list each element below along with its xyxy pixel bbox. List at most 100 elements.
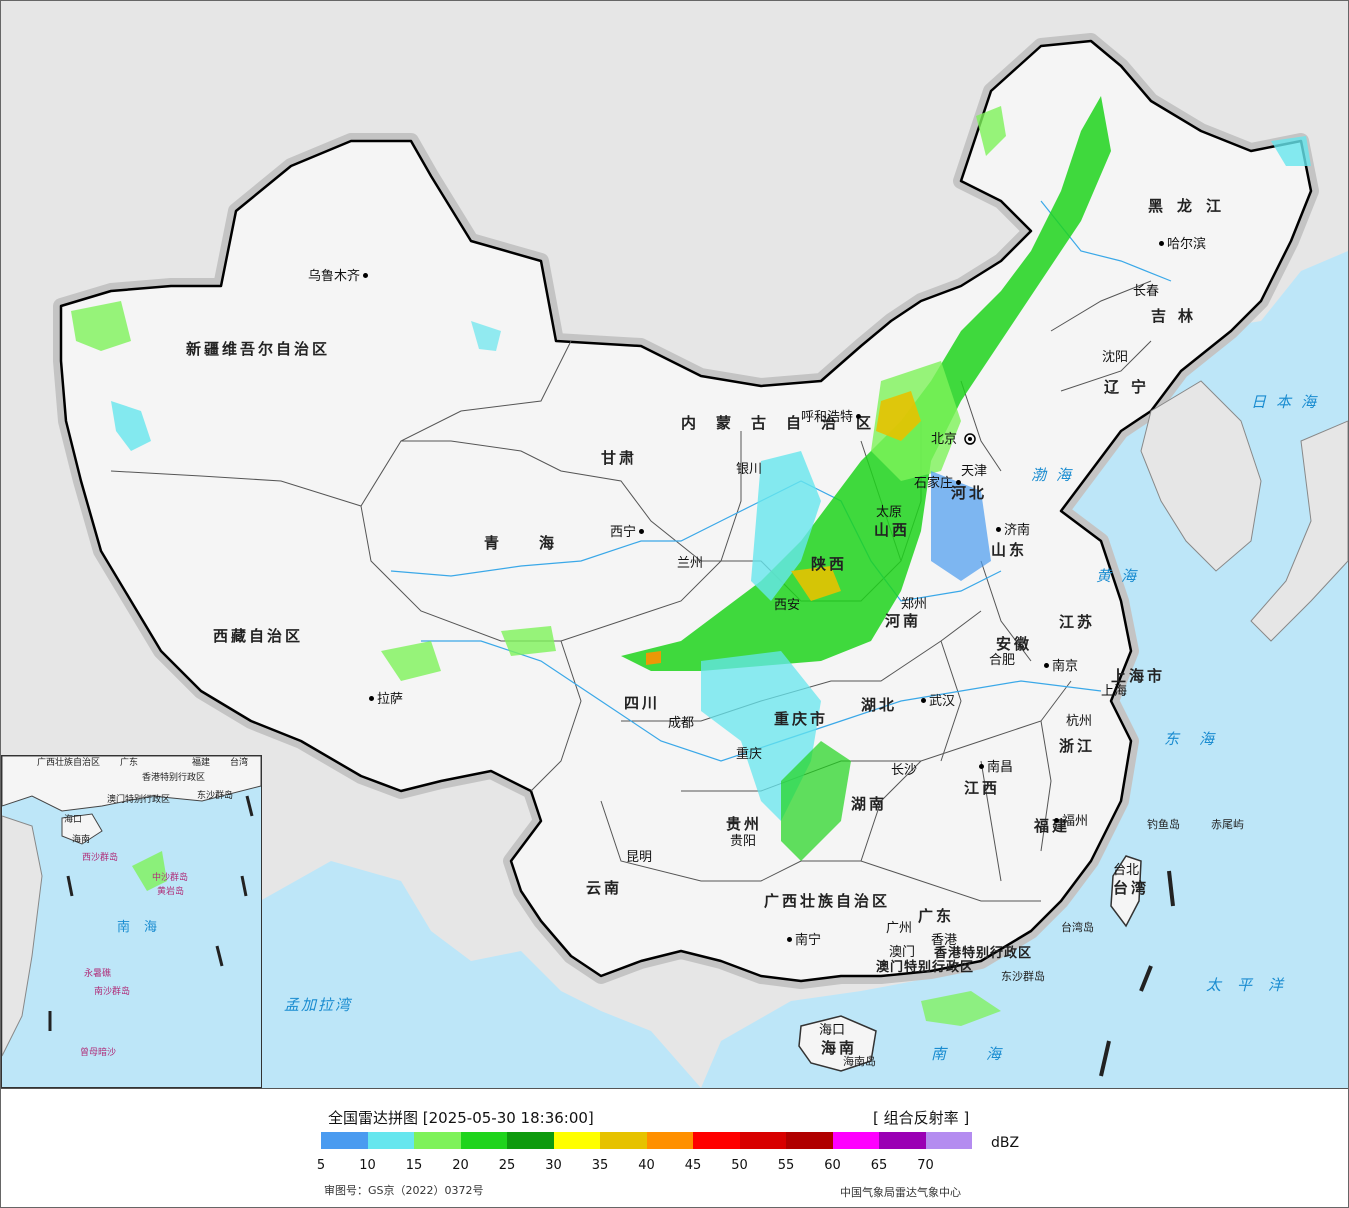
inset-label: 澳门特别行政区 <box>107 795 171 805</box>
province-label: 重庆市 <box>774 710 829 728</box>
china-land <box>59 39 1313 983</box>
color-swatch <box>879 1132 926 1149</box>
city-shijiazhuang: 石家庄 <box>914 477 964 490</box>
inset-label: 曾母暗沙 <box>80 1048 117 1058</box>
city-hefei: 合肥 <box>989 653 1016 668</box>
color-swatch <box>786 1132 833 1149</box>
province-label: 湖北 <box>861 696 898 714</box>
inset-label: 中沙群岛 <box>152 873 189 883</box>
city-changsha: 长沙 <box>891 763 918 778</box>
scale-tick-label: 35 <box>591 1158 609 1173</box>
inset-label: 海口 <box>64 815 83 825</box>
color-swatch <box>553 1132 600 1149</box>
inset-svg <box>2 756 261 1057</box>
city-nanchang: 南昌 <box>976 761 1013 774</box>
scale-tick-label: 20 <box>452 1158 469 1173</box>
scale-tick-label: 25 <box>498 1158 516 1173</box>
city-guiyang: 贵阳 <box>730 834 757 849</box>
inset-hainan <box>61 813 103 845</box>
province-label: 福建 <box>1034 817 1071 835</box>
inset-label: 香港特别行政区 <box>142 773 206 783</box>
city-taipei: 台北 <box>1113 863 1140 878</box>
city-hangzhou: 杭州 <box>1066 714 1093 729</box>
inset-label: 海南 <box>72 835 91 845</box>
province-label: 四川 <box>624 694 661 712</box>
city-hohhot: 呼和浩特 <box>801 411 864 424</box>
city-tianjin: 天津 <box>961 464 988 479</box>
scale-tick-label: 10 <box>359 1158 376 1173</box>
scale-tick-label: 70 <box>917 1158 934 1173</box>
island-label: 钓鱼岛 <box>1147 818 1180 831</box>
japan-islands <box>1250 420 1348 642</box>
review-number: 审图号：GS京（2022）0372号 <box>324 1184 484 1197</box>
city-shanghai: 上海 <box>1101 684 1128 699</box>
scale-tick-label: 15 <box>405 1158 423 1173</box>
scale-tick-label: 50 <box>731 1158 748 1173</box>
province-label: 广东 <box>918 907 955 925</box>
sea-bay-of-bengal <box>260 861 701 1088</box>
city-zhengzhou: 郑州 <box>901 597 928 612</box>
city-lhasa: 拉萨 <box>366 693 403 706</box>
city-xian: 西安 <box>774 598 801 613</box>
unit-label: dBZ <box>991 1135 1020 1151</box>
province-label: 广西壮族自治区 <box>764 892 891 910</box>
inset-label: 南海 <box>117 920 172 935</box>
province-boundaries <box>110 280 1152 902</box>
province-label: 陕西 <box>811 555 848 573</box>
province-label: 山西 <box>874 521 911 539</box>
province-label: 辽宁 <box>1104 378 1159 396</box>
province-label: 上海市 <box>1111 667 1166 685</box>
color-swatch <box>646 1132 693 1149</box>
province-label: 黑龙江 <box>1148 197 1236 215</box>
province-label: 江西 <box>964 779 1001 797</box>
city-beijing: 北京 <box>931 432 958 447</box>
province-label: 贵州 <box>726 815 763 833</box>
source-label: 中国气象局雷达气象中心 <box>840 1186 961 1199</box>
province-label: 澳门特别行政区 <box>876 960 975 975</box>
color-scale <box>321 1132 972 1149</box>
city-fuzhou: 福州 <box>1051 815 1088 828</box>
province-label: 河北 <box>951 484 988 502</box>
province-label: 安徽 <box>996 635 1033 653</box>
province-label: 河南 <box>885 612 922 630</box>
province-label: 新疆维吾尔自治区 <box>186 340 331 358</box>
color-swatch <box>739 1132 786 1149</box>
city-xining: 西宁 <box>610 526 647 539</box>
province-label: 吉林 <box>1151 307 1206 325</box>
color-swatch <box>925 1132 972 1149</box>
scale-tick-label: 40 <box>638 1158 655 1173</box>
color-swatch <box>832 1132 879 1149</box>
province-label: 浙江 <box>1059 737 1096 755</box>
scale-tick-label: 55 <box>777 1158 795 1173</box>
korea-peninsula <box>1140 380 1262 572</box>
province-label: 甘肃 <box>601 449 638 467</box>
inset-dashes <box>48 795 254 1031</box>
inset-label: 永暑礁 <box>84 969 112 979</box>
sea-label: 黄海 <box>1096 567 1147 585</box>
inset-label: 广西壮族自治区 <box>37 758 101 768</box>
province-label: 江苏 <box>1059 613 1096 631</box>
color-swatch <box>367 1132 414 1149</box>
beijing-marker <box>964 433 976 445</box>
island-label: 海南岛 <box>843 1055 876 1068</box>
inset-label: 西沙群岛 <box>82 853 119 863</box>
sea-label: 孟加拉湾 <box>284 996 353 1014</box>
province-label: 云南 <box>586 879 623 897</box>
inset-label: 广东 <box>120 758 139 768</box>
color-swatch <box>414 1132 461 1149</box>
sea-label: 东海 <box>1164 730 1235 748</box>
color-swatch <box>600 1132 647 1149</box>
scale-tick-label: 60 <box>824 1158 841 1173</box>
province-label: 海南 <box>821 1039 858 1057</box>
city-taiyuan: 太原 <box>876 505 903 520</box>
inset-label: 南沙群岛 <box>94 987 131 997</box>
province-label: 湖南 <box>851 795 888 813</box>
province-label: 台湾 <box>1113 879 1150 897</box>
inset-coast <box>2 756 261 812</box>
scale-tick-label: 30 <box>545 1158 562 1173</box>
inset-vietnam <box>2 815 43 1057</box>
province-label: 西藏自治区 <box>213 627 304 645</box>
inset-label: 福建 <box>192 758 211 768</box>
sea-label: 南海 <box>931 1045 1042 1063</box>
inset-echo <box>132 851 167 891</box>
